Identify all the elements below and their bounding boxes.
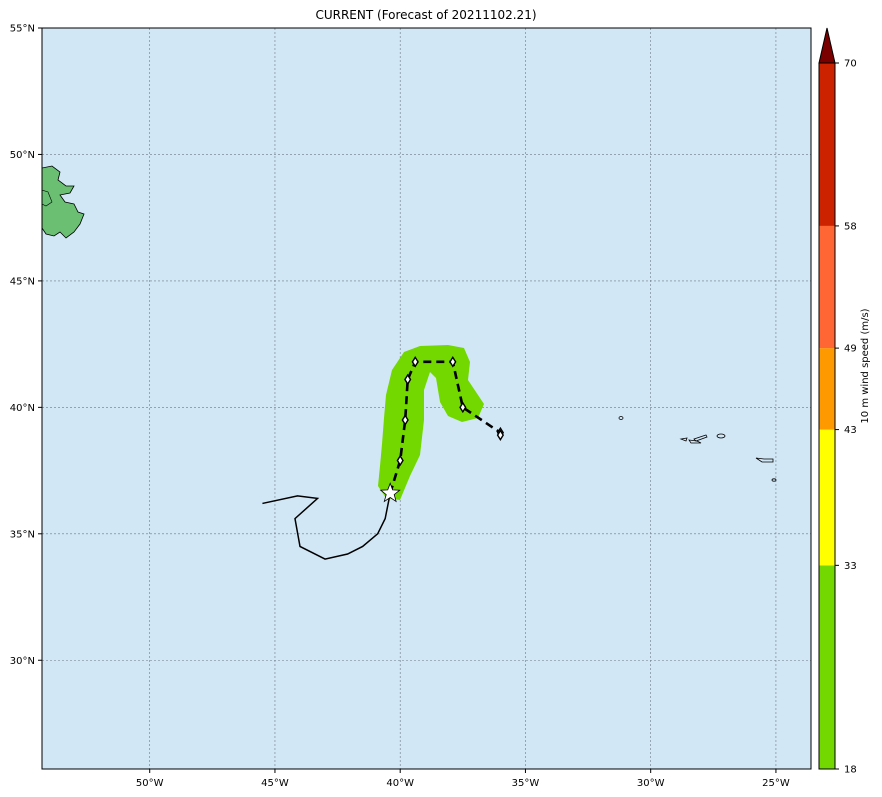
colorbar-tick-label: 49 xyxy=(844,344,857,355)
lat-tick-label: 45°N xyxy=(10,276,35,287)
island xyxy=(755,457,774,463)
azores-islands xyxy=(618,416,777,482)
lon-tick-label: 30°W xyxy=(637,778,665,789)
island xyxy=(688,439,702,444)
lat-tick-label: 35°N xyxy=(10,529,35,540)
forecast-point-marker xyxy=(396,454,404,467)
forecast-point-marker xyxy=(496,429,505,441)
colorbar: 18 33 43 49 58 70 10 m wind speed (m/s) xyxy=(818,27,871,776)
lon-tick-label: 40°W xyxy=(386,778,414,789)
lat-tick-label: 40°N xyxy=(10,403,35,414)
island xyxy=(693,434,708,442)
forecast-point-marker xyxy=(404,373,412,386)
current-position-star-icon xyxy=(379,482,401,503)
lon-tick-label: 45°W xyxy=(261,778,289,789)
lat-tick-label: 30°N xyxy=(10,656,35,667)
island xyxy=(716,433,726,439)
forecast-point-marker xyxy=(401,414,409,426)
graticule xyxy=(42,28,811,769)
newfoundland-landmass xyxy=(42,165,85,239)
colorbar-extend-arrow xyxy=(818,27,836,64)
forecast-point-marker xyxy=(411,356,419,368)
colorbar-bin xyxy=(819,225,835,349)
island xyxy=(771,478,777,482)
colorbar-bin xyxy=(819,565,835,769)
lon-tick-label: 25°W xyxy=(762,778,790,789)
island xyxy=(679,437,688,442)
colorbar-tick-label: 43 xyxy=(844,425,857,436)
wind-swath xyxy=(378,345,484,500)
colorbar-tick-label: 58 xyxy=(844,221,857,232)
island xyxy=(618,416,624,420)
colorbar-bin xyxy=(819,63,835,226)
colorbar-bin xyxy=(819,429,835,566)
colorbar-tick-label: 18 xyxy=(844,765,857,776)
forecast-point-marker xyxy=(459,401,467,414)
lat-tick-label: 50°N xyxy=(10,150,35,161)
map-title: CURRENT (Forecast of 20211102.21) xyxy=(315,8,536,22)
colorbar-label: 10 m wind speed (m/s) xyxy=(860,308,871,423)
map-frame xyxy=(41,27,812,770)
colorbar-tick-label: 33 xyxy=(844,561,857,572)
past-track-line xyxy=(262,493,391,560)
colorbar-tick-label: 70 xyxy=(844,59,857,70)
ocean-background xyxy=(42,28,811,769)
colorbar-frame xyxy=(818,62,836,770)
lon-tick-label: 50°W xyxy=(136,778,164,789)
lon-tick-label: 35°W xyxy=(512,778,540,789)
lat-tick-label: 55°N xyxy=(10,24,35,35)
colorbar-bin xyxy=(819,348,835,430)
forecast-point-marker xyxy=(449,356,457,368)
